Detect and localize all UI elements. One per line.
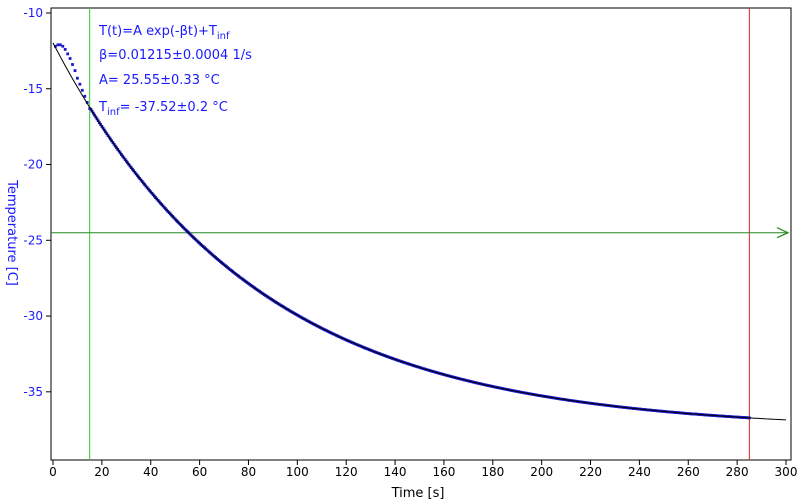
annotation-amplitude: A= 25.55±0.33 °C xyxy=(99,73,220,88)
data-point xyxy=(83,94,87,98)
y-tick-label: -10 xyxy=(23,6,43,20)
y-tick-label: -35 xyxy=(23,385,43,399)
data-point xyxy=(66,52,70,56)
x-axis-ticks: 0 20 40 60 80 100 120 140 160 180 200 220 240 260 280 3… xyxy=(49,460,797,479)
x-tick-label: 160 xyxy=(432,465,455,479)
annotation-beta: β=0.01215±0.0004 1/s xyxy=(99,48,252,63)
x-axis-title: Time [s] xyxy=(391,486,445,501)
x-tick-label: 180 xyxy=(481,465,504,479)
x-tick-label: 200 xyxy=(530,465,553,479)
x-tick-label: 80 xyxy=(241,465,256,479)
x-tick-label: 40 xyxy=(143,465,158,479)
fit-annotation: T(t)=A exp(-βt)+Tinf β=0.01215±0.0004 1/… xyxy=(98,24,252,118)
cursor-markers xyxy=(51,8,790,460)
annotation-tinf-prefix: T xyxy=(98,100,107,115)
data-point xyxy=(71,63,74,66)
x-tick-label: 300 xyxy=(775,465,798,479)
x-tick-label: 120 xyxy=(335,465,358,479)
annotation-tinf: Tinf= -37.52±0.2 °C xyxy=(98,100,228,118)
x-tick-label: 220 xyxy=(579,465,602,479)
y-axis-ticks: -10 -15 -20 -25 -30 -35 xyxy=(23,6,51,399)
data-point xyxy=(54,44,57,48)
x-tick-label: 60 xyxy=(192,465,207,479)
x-tick-label: 240 xyxy=(628,465,651,479)
data-point xyxy=(78,82,82,86)
y-tick-label: -20 xyxy=(23,158,43,172)
data-point xyxy=(80,88,84,92)
x-tick-label: 100 xyxy=(286,465,309,479)
y-axis-title: Temperature [C] xyxy=(4,179,19,286)
level-marker-arrow xyxy=(776,227,790,239)
data-point xyxy=(63,48,67,51)
data-point xyxy=(61,44,65,48)
data-point xyxy=(56,43,60,47)
y-tick-label: -30 xyxy=(23,309,43,323)
x-tick-label: 20 xyxy=(94,465,109,479)
x-tick-label: 140 xyxy=(384,465,407,479)
y-tick-label: -15 xyxy=(23,82,43,96)
data-point xyxy=(85,101,89,104)
x-tick-label: 0 xyxy=(49,465,57,479)
annotation-model-text: T(t)=A exp(-βt)+T xyxy=(98,24,217,39)
annotation-tinf-value: = -37.52±0.2 °C xyxy=(120,100,228,115)
annotation-model-subscript: inf xyxy=(217,31,230,42)
y-tick-label: -25 xyxy=(23,233,43,247)
annotation-tinf-subscript: inf xyxy=(107,107,120,118)
data-point xyxy=(76,76,79,80)
data-point xyxy=(68,57,72,60)
data-point xyxy=(73,69,77,72)
fit-curve xyxy=(52,42,787,421)
x-tick-label: 280 xyxy=(726,465,749,479)
x-tick-label: 260 xyxy=(677,465,700,479)
annotation-model: T(t)=A exp(-βt)+Tinf xyxy=(98,24,230,42)
data-point xyxy=(58,43,62,47)
plot-frame xyxy=(50,7,792,461)
